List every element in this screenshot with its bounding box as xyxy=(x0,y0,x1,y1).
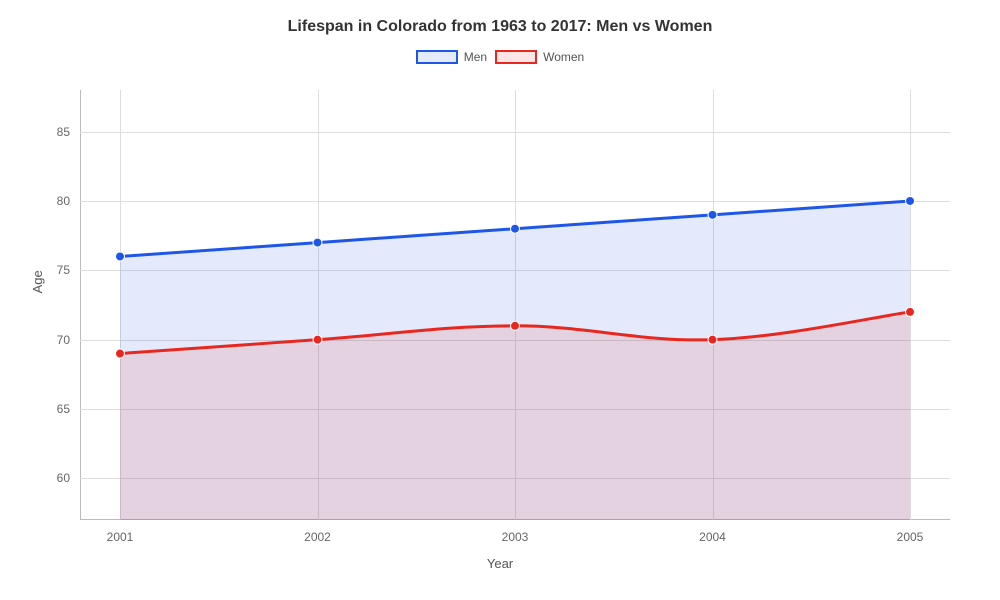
x-tick-label: 2004 xyxy=(699,530,726,544)
data-point[interactable] xyxy=(511,321,520,330)
x-axis-title: Year xyxy=(487,556,513,571)
data-point[interactable] xyxy=(708,210,717,219)
y-tick-label: 65 xyxy=(30,402,70,416)
legend-item-women[interactable]: Women xyxy=(495,50,584,64)
data-point[interactable] xyxy=(313,335,322,344)
y-tick-label: 80 xyxy=(30,194,70,208)
data-point[interactable] xyxy=(511,224,520,233)
plot-area: 60657075808520012002200320042005 xyxy=(80,90,950,520)
legend-swatch-women xyxy=(495,50,537,64)
data-point[interactable] xyxy=(313,238,322,247)
x-tick-label: 2003 xyxy=(502,530,529,544)
data-point[interactable] xyxy=(906,196,915,205)
data-point[interactable] xyxy=(708,335,717,344)
plot-svg xyxy=(80,90,950,520)
data-point[interactable] xyxy=(116,349,125,358)
y-tick-label: 70 xyxy=(30,333,70,347)
chart-title: Lifespan in Colorado from 1963 to 2017: … xyxy=(0,0,1000,36)
legend-item-men[interactable]: Men xyxy=(416,50,487,64)
x-tick-label: 2001 xyxy=(107,530,134,544)
y-tick-label: 85 xyxy=(30,125,70,139)
x-tick-label: 2005 xyxy=(897,530,924,544)
x-tick-label: 2002 xyxy=(304,530,331,544)
data-point[interactable] xyxy=(116,252,125,261)
legend-label-men: Men xyxy=(464,50,487,64)
legend-label-women: Women xyxy=(543,50,584,64)
y-axis-title: Age xyxy=(30,270,45,293)
legend-swatch-men xyxy=(416,50,458,64)
y-tick-label: 60 xyxy=(30,471,70,485)
data-point[interactable] xyxy=(906,307,915,316)
chart-container: Lifespan in Colorado from 1963 to 2017: … xyxy=(0,0,1000,600)
legend: Men Women xyxy=(0,50,1000,64)
